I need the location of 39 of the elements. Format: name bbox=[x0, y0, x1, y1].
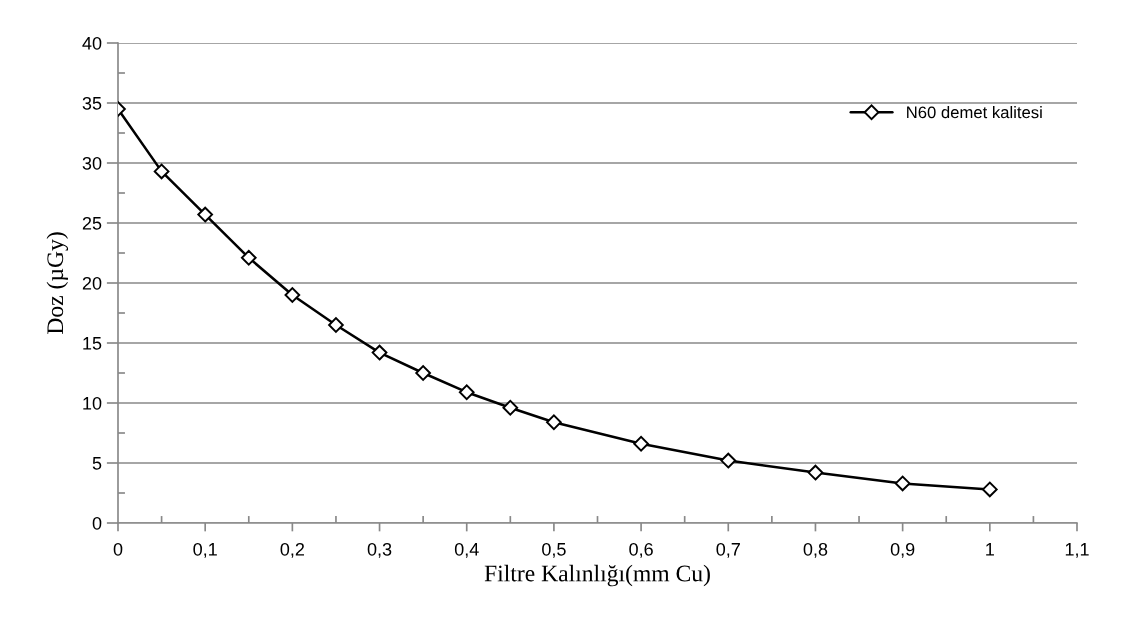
point bbox=[633, 435, 649, 452]
y-tick-label: 0 bbox=[92, 516, 102, 530]
point bbox=[197, 206, 214, 223]
point bbox=[284, 287, 301, 303]
y-tick-label: 25 bbox=[82, 216, 102, 230]
point bbox=[502, 399, 519, 416]
point bbox=[546, 414, 562, 431]
x-tick-label: 0,6 bbox=[629, 542, 653, 558]
x-tick-label: 0,1 bbox=[193, 542, 217, 558]
x-tick-label: 0,3 bbox=[367, 542, 392, 558]
point bbox=[458, 384, 475, 401]
y-tick-label: 20 bbox=[82, 276, 102, 290]
x-tick-label: 1 bbox=[986, 543, 994, 556]
y-tick-label: 35 bbox=[82, 96, 102, 110]
x-tick-label: 0 bbox=[113, 542, 123, 556]
y-tick-label: 30 bbox=[82, 156, 102, 170]
x-tick-label: 0,5 bbox=[542, 542, 566, 558]
x-tick-label: 0,8 bbox=[803, 542, 828, 558]
x-tick-label: 1,1 bbox=[1065, 543, 1089, 558]
y-tick-label: 10 bbox=[83, 396, 102, 410]
y-tick-label: 40 bbox=[82, 36, 102, 50]
x-axis-title: Filtre Kalınlığı(mm Cu) bbox=[484, 564, 710, 587]
point bbox=[894, 475, 911, 492]
point bbox=[720, 452, 737, 469]
x-tick-label: 0,2 bbox=[280, 542, 305, 558]
y-axis-title: Doz (µGy) bbox=[46, 232, 69, 335]
point bbox=[153, 163, 170, 180]
x-tick-label: 0,4 bbox=[454, 542, 479, 558]
y-tick-label: 5 bbox=[92, 457, 102, 470]
point bbox=[807, 464, 824, 481]
x-tick-label: 0,7 bbox=[716, 542, 740, 558]
point bbox=[415, 365, 431, 381]
point bbox=[328, 317, 344, 333]
x-tick-label: 0,9 bbox=[890, 542, 915, 558]
point bbox=[981, 481, 998, 498]
point bbox=[371, 344, 388, 361]
point bbox=[240, 249, 257, 266]
legend-label: N60 demet kalitesi bbox=[907, 106, 1042, 119]
y-tick-label: 15 bbox=[83, 337, 102, 350]
